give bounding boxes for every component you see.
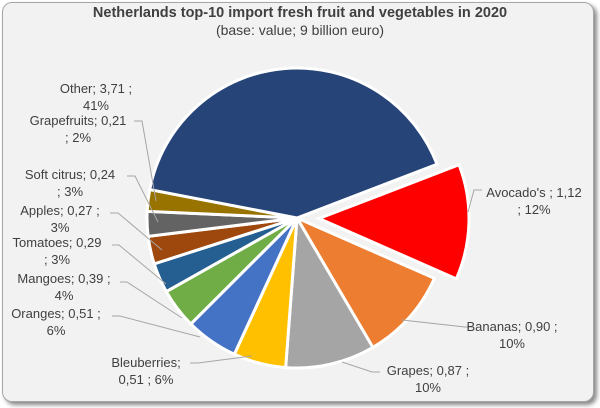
leader-line-grapes [341, 361, 380, 373]
leader-line-avocado [467, 189, 482, 213]
data-label-soft-citrus: Soft citrus; 0,24; 3% [24, 167, 116, 199]
leader-line-mangoes [120, 281, 183, 319]
data-label-grapefruits: Grapefruits; 0,21; 2% [29, 113, 127, 145]
data-label-bananas: Bananas; 0,90 ; 10% [466, 319, 558, 351]
data-label-avocado: Avocado's ; 1,12; 12% [486, 185, 582, 217]
data-label-grapes: Grapes; 0,87 ; 10% [386, 363, 470, 395]
data-label-tomatoes: Tomatoes; 0,29; 3% [12, 235, 102, 267]
leader-line-grapefruits [134, 120, 157, 202]
data-label-other: Other; 3,71 ; 41% [59, 81, 133, 113]
pie-slice-avocado-s [315, 162, 471, 281]
data-label-bleuberries: Bleuberries; 0,51 ; 6% [111, 355, 181, 387]
pie-slice-bananas [293, 214, 437, 350]
pie-slice-grapes [284, 213, 375, 370]
leader-line-apples [110, 212, 163, 251]
leader-line-soft-citrus [127, 175, 159, 223]
leader-line-bleuberries [190, 355, 253, 364]
pie-slice-other [147, 66, 439, 220]
data-label-mangoes: Mangoes; 0,39 ; 4% [17, 271, 111, 303]
data-label-apples: Apples; 0,27 ; 3% [20, 203, 100, 235]
data-label-oranges: Oranges; 0,51 ; 6% [11, 306, 101, 338]
leader-line-oranges [112, 315, 201, 338]
leader-line-tomatoes [112, 244, 167, 285]
leader-line-bananas [401, 319, 472, 328]
chart-subtitle: (base: value; 9 billion euro) [215, 22, 385, 38]
chart-title: Netherlands top-10 import fresh fruit an… [92, 5, 508, 21]
